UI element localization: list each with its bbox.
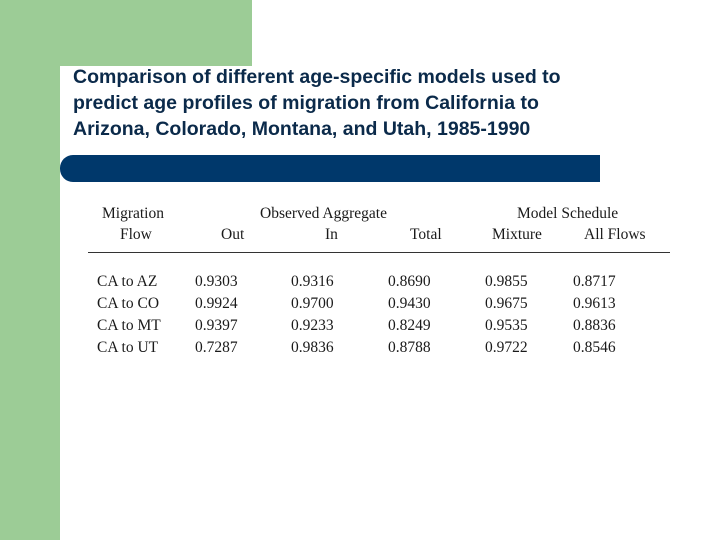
column-in: In	[325, 226, 338, 243]
header-model-schedule: Model Schedule	[517, 205, 619, 222]
title-divider-bar	[60, 155, 600, 182]
cell-in: 0.9233	[291, 317, 334, 334]
column-total: Total	[410, 226, 442, 243]
table-row: CA to AZ 0.9303 0.9316 0.8690 0.9855 0.8…	[88, 273, 670, 295]
cell-total: 0.8788	[388, 339, 431, 356]
cell-in: 0.9836	[291, 339, 334, 356]
group-header-row: Migration Observed Aggregate Model Sched…	[88, 205, 670, 227]
header-rule	[88, 252, 670, 253]
cell-flow: CA to UT	[97, 339, 159, 356]
cell-all-flows: 0.8836	[573, 317, 616, 334]
header-observed-aggregate: Observed Aggregate	[260, 205, 387, 222]
cell-out: 0.7287	[195, 339, 238, 356]
column-mixture: Mixture	[492, 226, 542, 243]
column-flow: Flow	[120, 226, 152, 243]
cell-out: 0.9397	[195, 317, 238, 334]
left-accent-bar	[0, 0, 60, 540]
top-accent-block	[60, 0, 252, 66]
column-out: Out	[221, 226, 245, 243]
table-row: CA to CO 0.9924 0.9700 0.9430 0.9675 0.9…	[88, 295, 670, 317]
cell-mixture: 0.9722	[485, 339, 528, 356]
cell-mixture: 0.9675	[485, 295, 528, 312]
table-row: CA to MT 0.9397 0.9233 0.8249 0.9535 0.8…	[88, 317, 670, 339]
column-all-flows: All Flows	[584, 226, 646, 243]
cell-total: 0.8690	[388, 273, 431, 290]
cell-mixture: 0.9535	[485, 317, 528, 334]
cell-all-flows: 0.8546	[573, 339, 616, 356]
slide-title: Comparison of different age-specific mod…	[73, 66, 561, 140]
cell-all-flows: 0.9613	[573, 295, 616, 312]
cell-flow: CA to AZ	[97, 273, 158, 290]
header-migration: Migration	[102, 205, 164, 222]
cell-all-flows: 0.8717	[573, 273, 616, 290]
cell-total: 0.9430	[388, 295, 431, 312]
cell-in: 0.9700	[291, 295, 334, 312]
cell-out: 0.9303	[195, 273, 238, 290]
cell-out: 0.9924	[195, 295, 238, 312]
column-header-row: Flow Out In Total Mixture All Flows	[88, 226, 670, 248]
cell-total: 0.8249	[388, 317, 431, 334]
cell-flow: CA to CO	[97, 295, 160, 312]
cell-flow: CA to MT	[97, 317, 161, 334]
cell-mixture: 0.9855	[485, 273, 528, 290]
cell-in: 0.9316	[291, 273, 334, 290]
table-row: CA to UT 0.7287 0.9836 0.8788 0.9722 0.8…	[88, 339, 670, 361]
